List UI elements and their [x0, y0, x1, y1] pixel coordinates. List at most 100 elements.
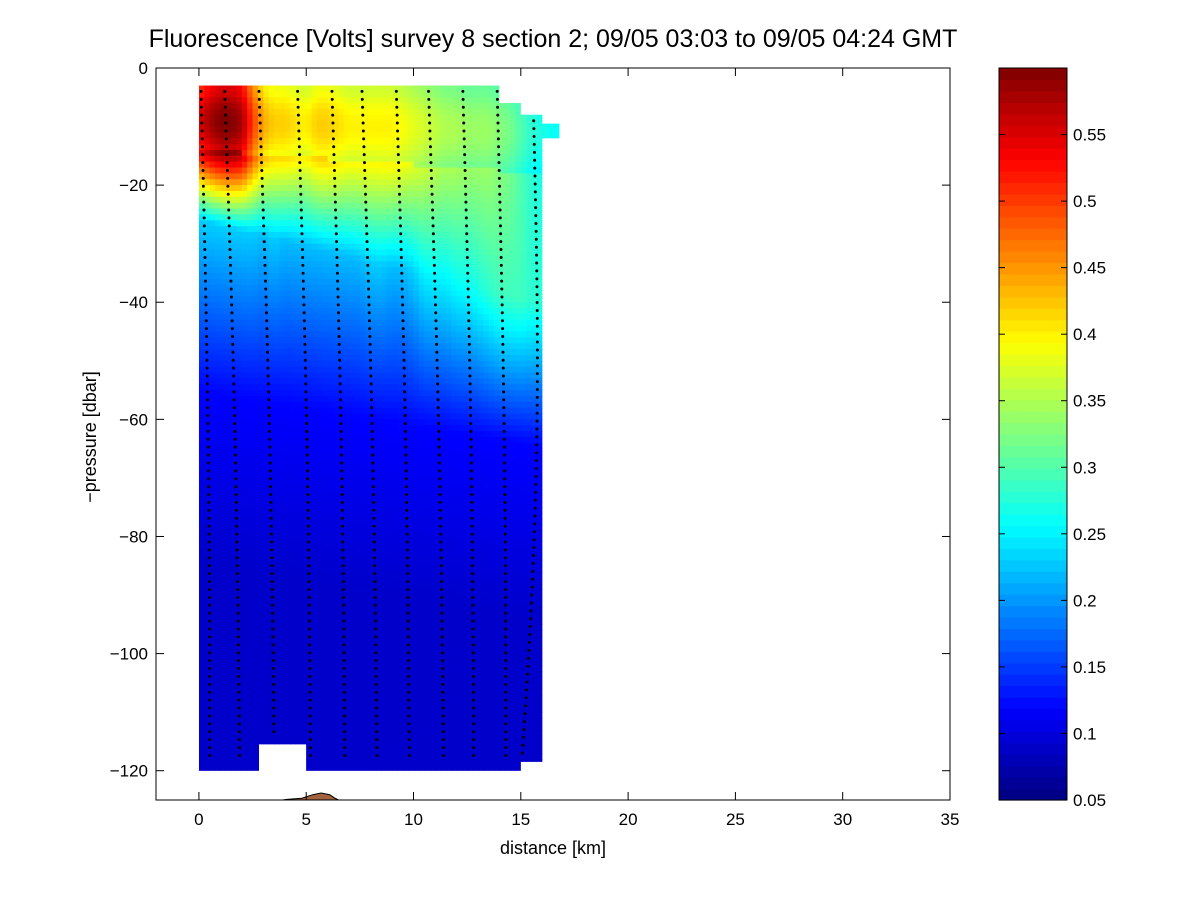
heatmap-cell [279, 454, 286, 461]
heatmap-cell [365, 138, 372, 145]
heatmap-cell [338, 600, 345, 608]
heatmap-cell [327, 331, 334, 338]
heatmap-cell [241, 313, 248, 321]
heatmap-cell [392, 425, 399, 432]
heatmap-cell [338, 144, 345, 151]
heatmap-cell [300, 237, 307, 245]
heatmap-cell [279, 231, 286, 239]
heatmap-cell [413, 144, 420, 151]
heatmap-cell [386, 712, 393, 719]
heatmap-cell [198, 559, 205, 567]
heatmap-cell [236, 108, 243, 116]
heatmap-cell [236, 149, 243, 157]
heatmap-cell [349, 741, 356, 748]
heatmap-cell [252, 747, 259, 754]
heatmap-cell [247, 214, 254, 221]
heatmap-cell [392, 477, 399, 485]
heatmap-cell [257, 337, 264, 344]
heatmap-cell [327, 185, 334, 192]
heatmap-cell [284, 513, 291, 520]
heatmap-cell [295, 688, 302, 696]
heatmap-cell [392, 372, 399, 379]
heatmap-cell [279, 536, 286, 543]
heatmap-cell [290, 272, 297, 280]
heatmap-cell [316, 120, 323, 128]
heatmap-cell [241, 489, 248, 497]
heatmap-cell [413, 349, 420, 356]
heatmap-cell [408, 483, 415, 491]
heatmap-cell [274, 612, 280, 620]
heatmap-cell [300, 507, 307, 514]
heatmap-cell [375, 114, 382, 122]
heatmap-cell [316, 343, 323, 350]
heatmap-cell [316, 255, 323, 262]
heatmap-cell [397, 349, 404, 356]
heatmap-cell [204, 185, 211, 192]
heatmap-cell [338, 694, 345, 702]
heatmap-cell [209, 700, 216, 707]
heatmap-cell [284, 179, 291, 186]
heatmap-cell [322, 554, 329, 561]
heatmap-cell [204, 577, 211, 584]
heatmap-cell [413, 120, 420, 128]
heatmap-cell [220, 237, 227, 245]
heatmap-cell [316, 472, 323, 479]
heatmap-cell [279, 483, 286, 491]
heatmap-cell [365, 378, 372, 385]
heatmap-cell [263, 606, 270, 614]
heatmap-cell [225, 308, 232, 315]
heatmap-cell [279, 501, 286, 508]
heatmap-cell [257, 665, 264, 672]
heatmap-cell [300, 729, 307, 737]
heatmap-cell [375, 671, 382, 678]
heatmap-cell [263, 565, 270, 573]
heatmap-cell [338, 448, 345, 456]
heatmap-cell [359, 132, 366, 139]
heatmap-cell [268, 97, 275, 104]
heatmap-cell [263, 688, 270, 696]
heatmap-cell [284, 577, 291, 584]
heatmap-cell [263, 366, 270, 374]
heatmap-cell [338, 741, 345, 748]
heatmap-cell [295, 595, 302, 602]
heatmap-cell [284, 132, 291, 139]
heatmap-cell [370, 325, 377, 333]
heatmap-cell [215, 308, 221, 315]
heatmap-cell [343, 325, 350, 333]
heatmap-cell [284, 372, 291, 379]
heatmap-cell [220, 126, 227, 134]
heatmap-cell [370, 407, 377, 415]
heatmap-cell [279, 202, 286, 210]
heatmap-cell [397, 278, 404, 286]
heatmap-cell [327, 138, 334, 145]
heatmap-cell [327, 472, 334, 479]
heatmap-cell [198, 764, 205, 771]
heatmap-cell [274, 278, 280, 286]
heatmap-cell [236, 536, 243, 543]
heatmap-cell [279, 460, 286, 467]
heatmap-cell [300, 126, 307, 134]
heatmap-cell [247, 226, 254, 233]
heatmap-cell [279, 513, 286, 520]
heatmap-cell [408, 647, 415, 655]
heatmap-cell [306, 495, 313, 502]
heatmap-cell [231, 237, 238, 245]
heatmap-cell [322, 214, 329, 221]
heatmap-cell [386, 647, 393, 655]
heatmap-cell [370, 677, 377, 684]
heatmap-cell [204, 682, 211, 690]
heatmap-cell [381, 571, 388, 579]
heatmap-cell [231, 319, 238, 327]
heatmap-cell [274, 565, 280, 573]
heatmap-cell [225, 114, 232, 122]
heatmap-cell [247, 384, 254, 391]
heatmap-cell [295, 378, 302, 385]
heatmap-cell [413, 155, 420, 163]
heatmap-cell [263, 179, 270, 186]
heatmap-cell [257, 425, 264, 432]
heatmap-cell [198, 472, 205, 479]
heatmap-cell [327, 237, 334, 245]
heatmap-cell [349, 384, 356, 391]
heatmap-cell [375, 425, 382, 432]
heatmap-cell [257, 343, 264, 350]
